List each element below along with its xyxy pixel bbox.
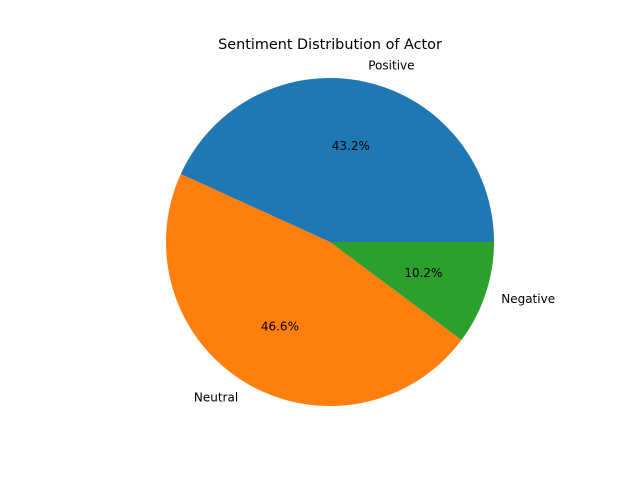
slice-label-positive: Positive bbox=[368, 59, 414, 73]
pie-slices bbox=[165, 77, 495, 407]
pct-label-neutral: 46.6% bbox=[261, 320, 299, 334]
chart-title: Sentiment Distribution of Actor bbox=[218, 37, 442, 53]
pie-slice-negative bbox=[330, 242, 495, 341]
slice-label-neutral: Neutral bbox=[194, 390, 238, 404]
pct-label-negative: 10.2% bbox=[404, 266, 442, 280]
slice-label-negative: Negative bbox=[501, 292, 555, 306]
pie-labels: Positive 43.2% Neutral 46.6% Negative 10.2% bbox=[194, 59, 555, 405]
pct-label-positive: 43.2% bbox=[332, 139, 370, 153]
pie-slice-neutral bbox=[165, 174, 462, 407]
pie-slice-positive bbox=[180, 77, 495, 242]
